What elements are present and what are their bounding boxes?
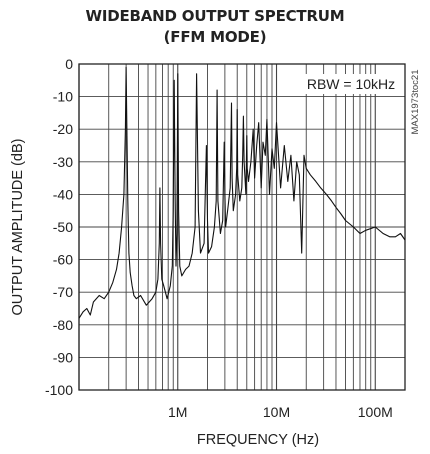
y-tick-label: -30 (53, 154, 73, 170)
y-tick-label: -60 (53, 252, 73, 268)
x-tick-label: 1M (168, 404, 187, 420)
y-tick-labels: 0 -10 -20 -30 -40 -50 -60 -70 -80 -90 -100 (45, 56, 73, 398)
y-tick-label: -50 (53, 219, 73, 235)
x-tick-labels: 1M 10M 100M (168, 404, 393, 420)
chart-title: WIDEBAND OUTPUT SPECTRUM (FFM MODE) (0, 6, 430, 48)
rbw-annotation-bg (305, 74, 397, 94)
y-tick-label: -90 (53, 349, 73, 365)
plot-border (78, 63, 406, 391)
chart-subtitle: (FFM MODE) (163, 28, 267, 46)
rbw-label: RBW = 10kHz (307, 76, 395, 92)
x-tick-label: 100M (358, 404, 393, 420)
y-tick-label: 0 (65, 56, 73, 72)
y-tick-label: -80 (53, 317, 73, 333)
figure-code-label: MAX1973toc21 (410, 70, 421, 135)
y-tick-label: -100 (45, 382, 73, 398)
series-layer (78, 66, 406, 319)
plot-frame (78, 63, 406, 391)
y-axis-label: OUTPUT AMPLITUDE (dB) (10, 139, 26, 316)
spectrum-trace (78, 66, 406, 319)
y-tick-label: -20 (53, 121, 73, 137)
x-axis-label: FREQUENCY (Hz) (197, 432, 319, 448)
chart-title-main: WIDEBAND OUTPUT SPECTRUM (85, 7, 345, 25)
y-tick-label: -40 (53, 186, 73, 202)
y-tick-label: -70 (53, 284, 73, 300)
x-tick-label: 10M (263, 404, 290, 420)
rbw-annotation: RBW = 10kHz (305, 74, 397, 94)
y-tick-label: -10 (53, 89, 73, 105)
